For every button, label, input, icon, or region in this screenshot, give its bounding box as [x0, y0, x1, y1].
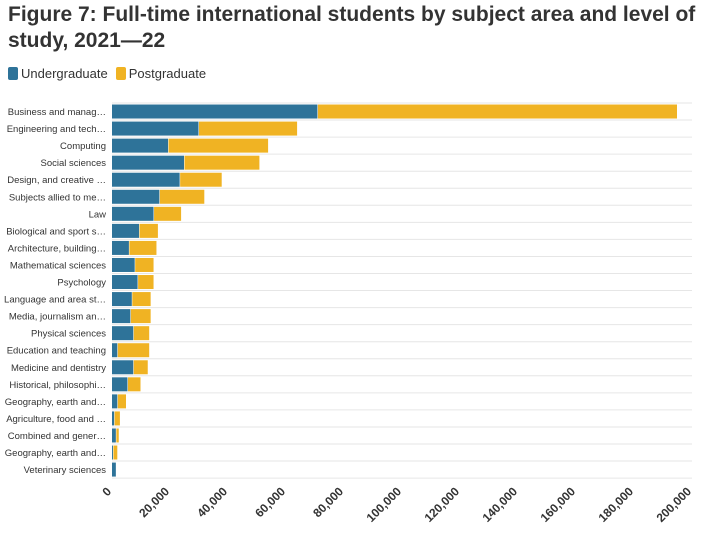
category-label: Geography, earth and… — [5, 397, 106, 408]
x-tick-label: 40,000 — [194, 484, 230, 520]
category-label: Historical, philosophi… — [9, 380, 106, 391]
bar-undergraduate — [112, 257, 135, 272]
bar-undergraduate — [112, 292, 132, 307]
x-tick-label: 200,000 — [654, 484, 695, 525]
category-label: Biological and sport s… — [6, 226, 106, 237]
legend-swatch-postgraduate — [115, 67, 126, 80]
bar-undergraduate — [112, 189, 160, 204]
bar-postgraduate — [317, 104, 677, 119]
category-label: Engineering and tech… — [7, 124, 106, 135]
bar-undergraduate — [112, 445, 113, 460]
bar-postgraduate — [138, 275, 154, 290]
legend-item-postgraduate[interactable]: Postgraduate — [115, 66, 207, 81]
bar-undergraduate — [112, 462, 116, 477]
chart-legend: Undergraduate Postgraduate — [8, 66, 214, 81]
bar-postgraduate — [114, 411, 120, 426]
category-label: Design, and creative … — [7, 175, 106, 186]
bar-undergraduate — [112, 223, 140, 238]
bar-undergraduate — [112, 309, 131, 324]
bar-postgraduate — [130, 309, 151, 324]
bar-postgraduate — [139, 223, 158, 238]
x-tick-label: 100,000 — [364, 484, 405, 525]
bar-postgraduate — [133, 326, 150, 341]
legend-item-undergraduate[interactable]: Undergraduate — [8, 66, 108, 81]
bar-postgraduate — [117, 343, 150, 358]
bar-postgraduate — [116, 428, 119, 443]
category-label: Veterinary sciences — [24, 465, 107, 476]
bar-undergraduate — [112, 360, 134, 375]
bar-undergraduate — [112, 394, 118, 409]
legend-label-undergraduate: Undergraduate — [21, 66, 108, 81]
bar-postgraduate — [159, 189, 205, 204]
bar-undergraduate — [112, 155, 184, 170]
category-label: Computing — [60, 141, 106, 152]
bar-undergraduate — [112, 206, 154, 221]
category-label: Agriculture, food and … — [6, 414, 106, 425]
x-tick-label: 20,000 — [136, 484, 172, 520]
bar-postgraduate — [117, 394, 126, 409]
x-tick-label: 140,000 — [480, 484, 521, 525]
bar-postgraduate — [133, 360, 148, 375]
x-tick-label: 0 — [99, 484, 114, 499]
bar-postgraduate — [132, 292, 151, 307]
bar-postgraduate — [168, 138, 269, 153]
bar-undergraduate — [112, 377, 128, 392]
category-label: Social sciences — [41, 158, 107, 169]
bar-undergraduate — [112, 138, 169, 153]
x-tick-label: 160,000 — [538, 484, 579, 525]
category-label: Mathematical sciences — [10, 260, 106, 271]
bar-undergraduate — [112, 428, 116, 443]
category-label: Education and teaching — [7, 346, 106, 357]
bar-undergraduate — [112, 104, 318, 119]
bar-postgraduate — [129, 240, 157, 255]
bar-postgraduate — [154, 206, 182, 221]
bar-undergraduate — [112, 326, 134, 341]
x-tick-label: 80,000 — [310, 484, 346, 520]
category-label: Language and area st… — [4, 295, 106, 306]
bar-undergraduate — [112, 343, 118, 358]
bar-undergraduate — [112, 240, 129, 255]
bar-undergraduate — [112, 121, 199, 136]
bar-postgraduate — [199, 121, 298, 136]
legend-swatch-undergraduate — [8, 67, 18, 80]
legend-label-postgraduate: Postgraduate — [128, 66, 207, 81]
bar-postgraduate — [135, 257, 154, 272]
category-label: Psychology — [57, 278, 106, 289]
bar-undergraduate — [112, 275, 138, 290]
bar-postgraduate — [184, 155, 260, 170]
category-label: Medicine and dentistry — [11, 363, 106, 374]
bar-postgraduate — [113, 445, 118, 460]
x-tick-label: 180,000 — [596, 484, 637, 525]
chart-title: Figure 7: Full-time international studen… — [8, 3, 696, 52]
bar-postgraduate — [127, 377, 141, 392]
category-label: Architecture, building… — [8, 243, 106, 254]
bar-undergraduate — [112, 411, 115, 426]
category-label: Law — [89, 209, 107, 220]
category-label: Physical sciences — [31, 329, 106, 340]
bar-postgraduate — [180, 172, 222, 187]
bar-undergraduate — [112, 172, 180, 187]
category-label: Geography, earth and… — [5, 448, 106, 459]
category-label: Subjects allied to me… — [9, 192, 106, 203]
category-label: Business and manag… — [8, 107, 106, 118]
category-label: Combined and gener… — [8, 431, 106, 442]
x-tick-label: 60,000 — [252, 484, 288, 520]
category-label: Media, journalism an… — [9, 312, 106, 323]
x-tick-label: 120,000 — [422, 484, 463, 525]
